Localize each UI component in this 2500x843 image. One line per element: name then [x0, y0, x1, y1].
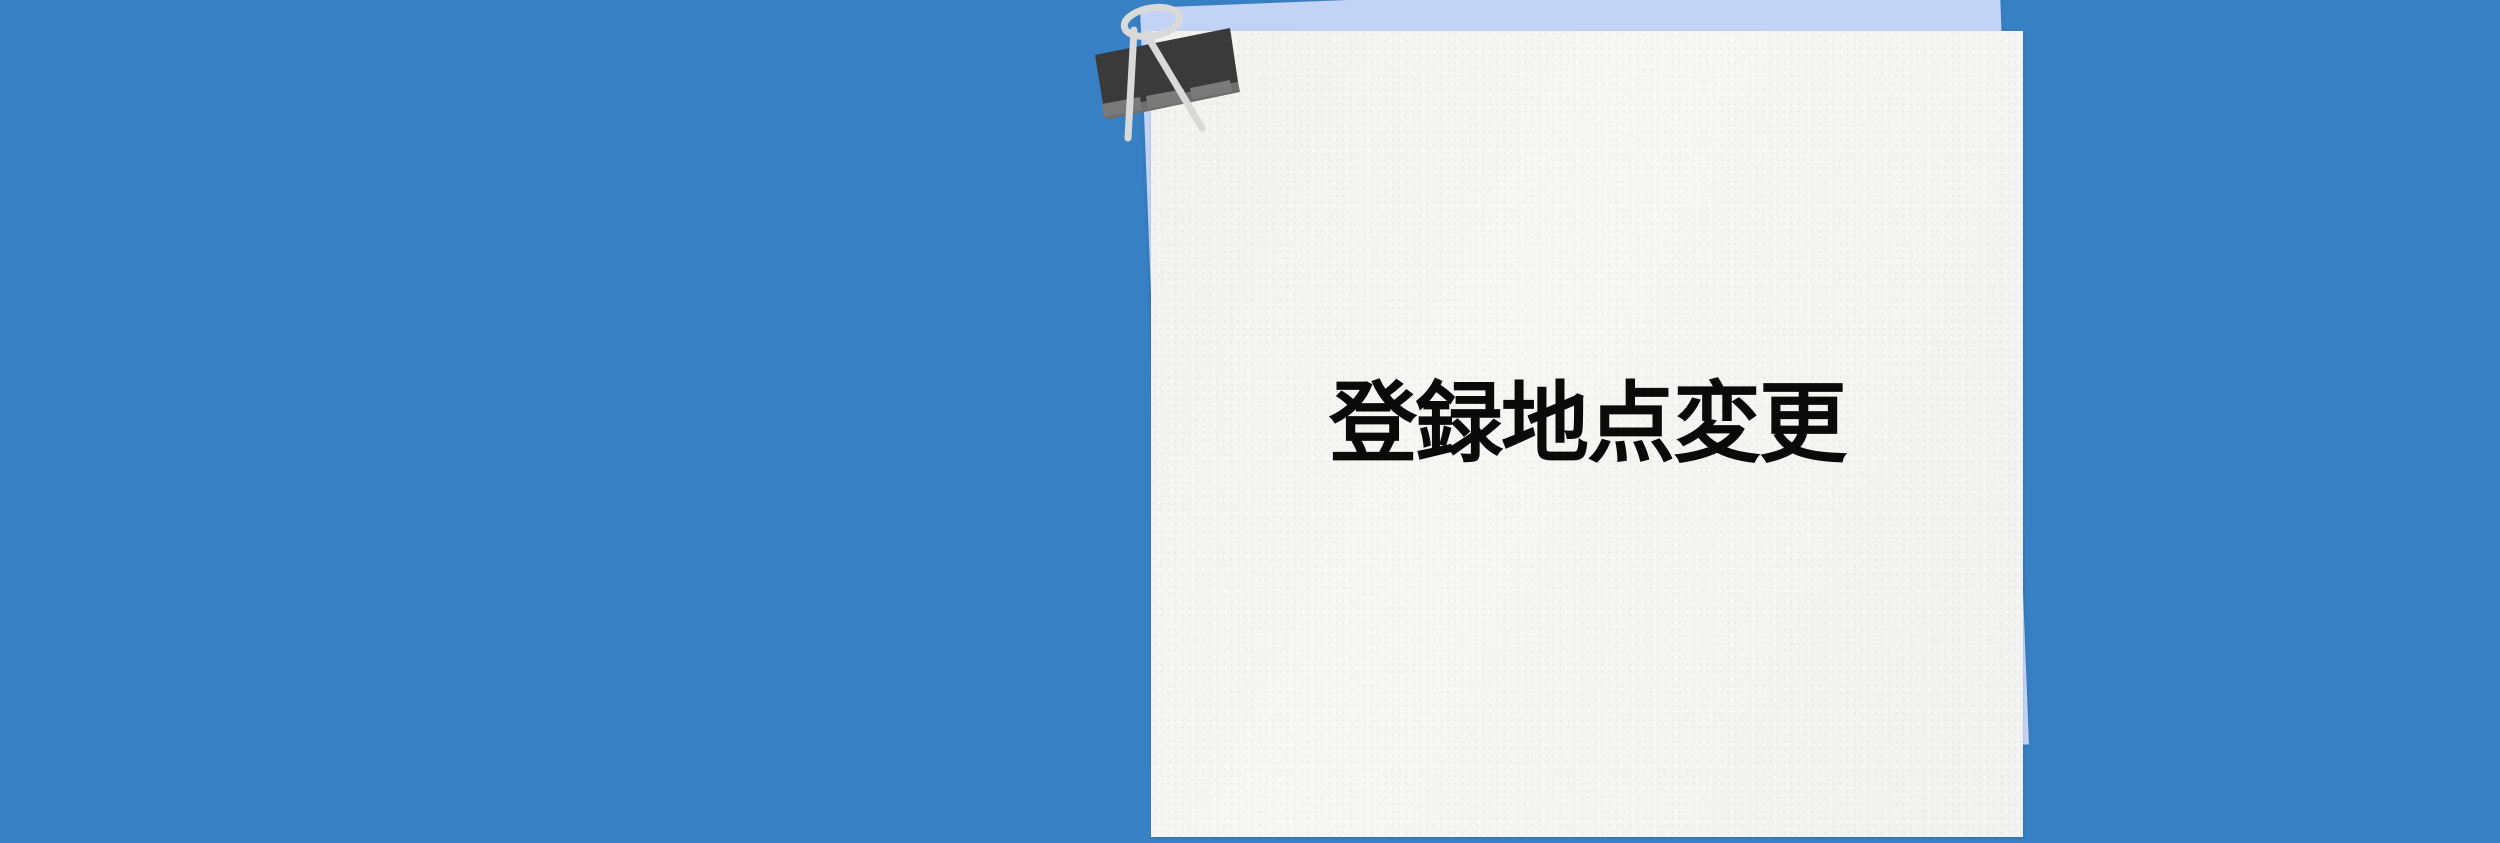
- binder-clip-wire: [1120, 3, 1206, 142]
- page-title: 登録地点変更: [1328, 372, 1847, 475]
- front-paper-sheet: 登録地点変更: [1151, 31, 2023, 837]
- binder-clip-icon: [1095, 3, 1240, 142]
